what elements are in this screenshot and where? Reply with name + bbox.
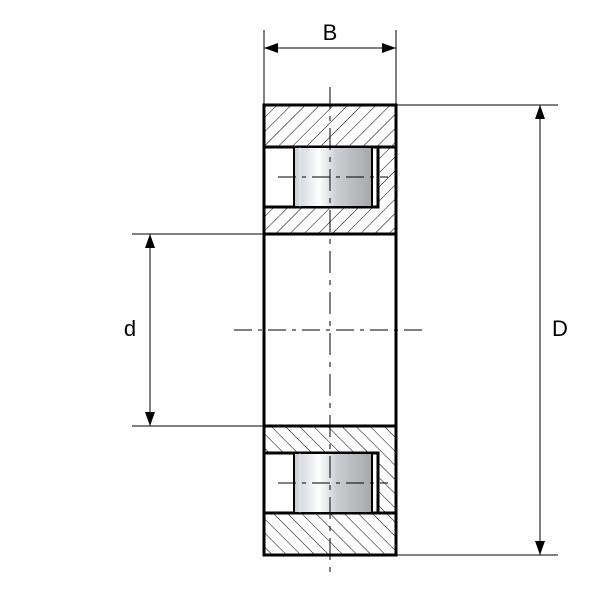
dim-arrow — [145, 412, 155, 426]
dim-b-label: B — [323, 20, 338, 45]
dim-arrow — [264, 43, 278, 53]
dim-arrow — [145, 234, 155, 248]
dim-arrow — [382, 43, 396, 53]
dim-d-label: d — [124, 316, 136, 341]
dim-D-label: D — [552, 316, 568, 341]
dim-arrow — [535, 105, 545, 119]
dim-arrow — [535, 541, 545, 555]
bearing-section-diagram: B Dd — [0, 0, 600, 600]
